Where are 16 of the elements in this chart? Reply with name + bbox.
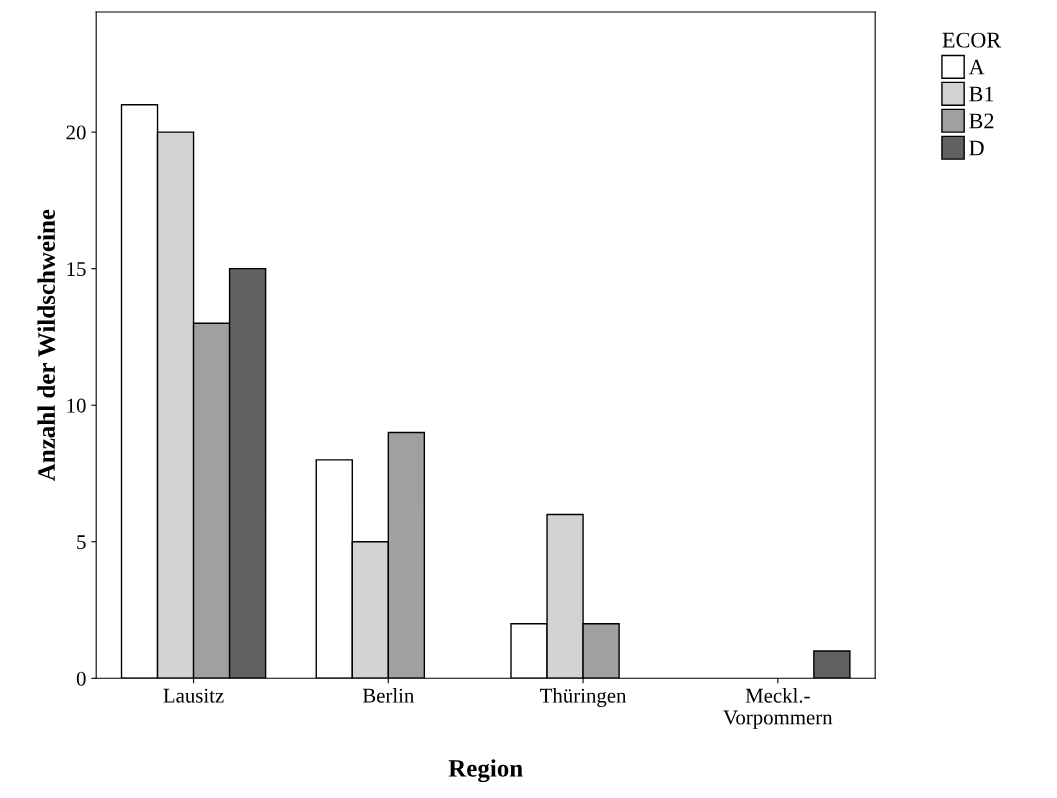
y-tick-label: 15 bbox=[67, 262, 86, 277]
x-tick-label: Berlin bbox=[362, 688, 415, 703]
y-axis-title: Anzahl der Wildschweine bbox=[37, 209, 56, 482]
legend-label: D bbox=[969, 140, 984, 156]
legend-title: ECOR bbox=[942, 32, 1002, 48]
legend-label: A bbox=[968, 59, 985, 75]
y-tick-label: 20 bbox=[66, 125, 86, 140]
x-tick-label: Meckl.- Vorpommern bbox=[723, 688, 833, 729]
legend-label: B1 bbox=[969, 86, 994, 102]
x-tick-label: Thüringen bbox=[540, 688, 627, 707]
legend-label: B2 bbox=[969, 113, 994, 129]
x-tick-label: Lausitz bbox=[163, 688, 224, 703]
x-axis-title: Region bbox=[448, 759, 523, 783]
y-tick-label: 10 bbox=[67, 398, 86, 413]
y-tick-label: 0 bbox=[76, 671, 86, 686]
y-tick-label: 5 bbox=[77, 535, 86, 550]
